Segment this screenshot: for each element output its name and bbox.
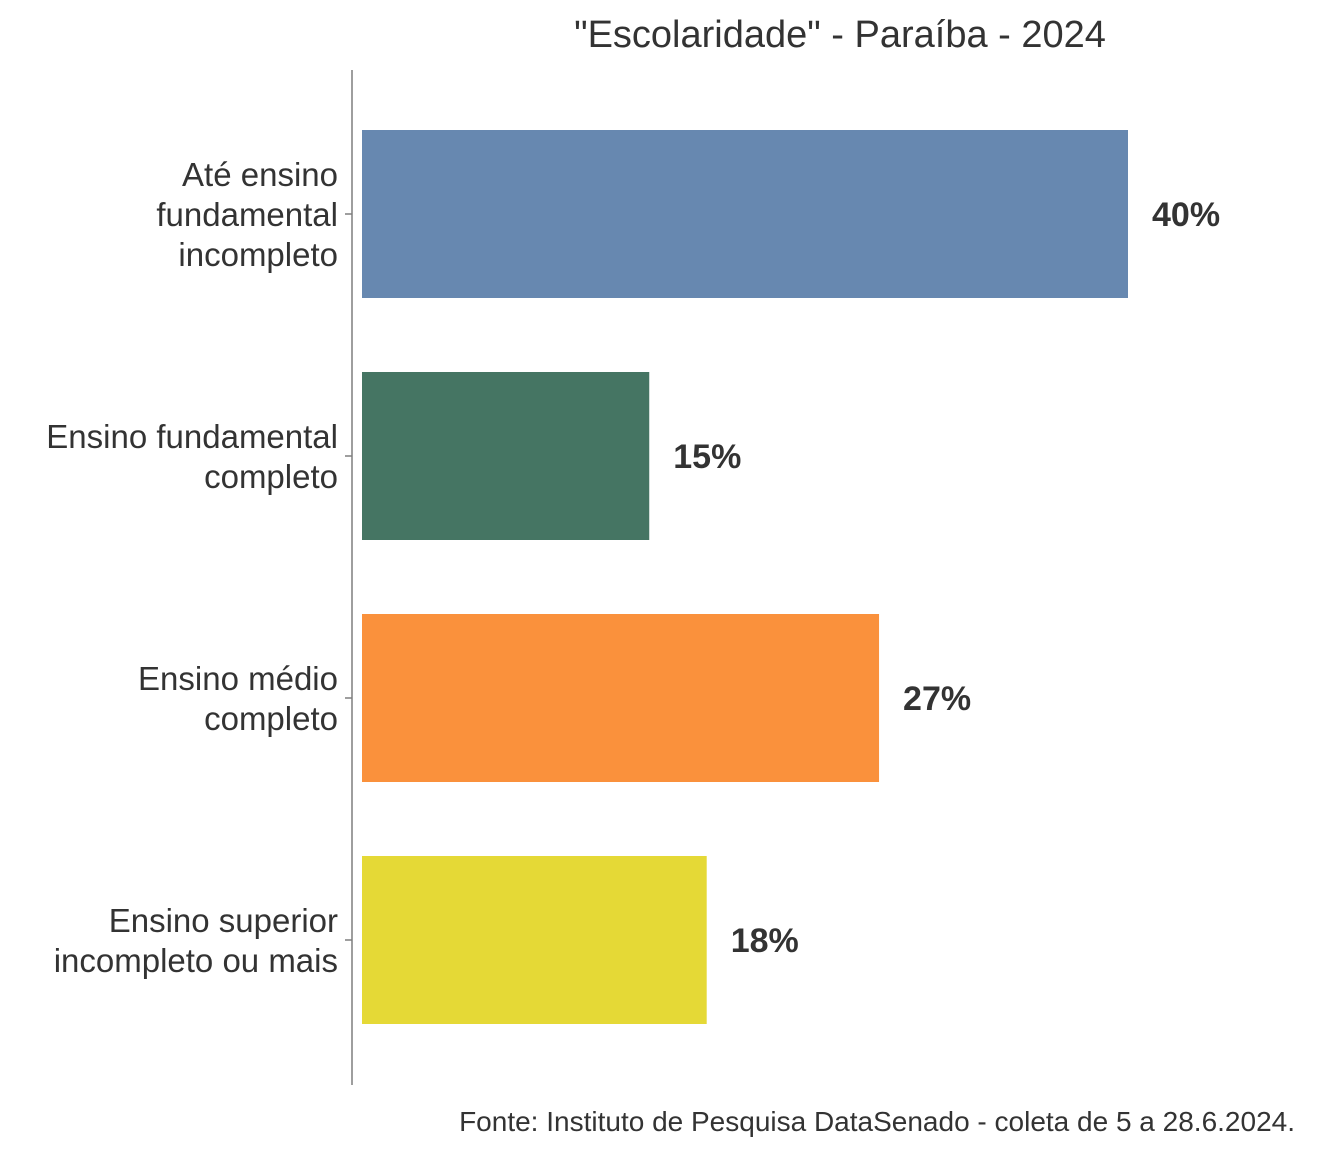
bars-layer: Até ensino fundamental incompleto 40% Ensino… [46, 130, 1220, 1024]
category-label-line: Ensino superior [109, 902, 338, 939]
chart-title: "Escolaridade" - Paraíba - 2024 [574, 14, 1106, 56]
value-label-2: 15% [673, 438, 741, 476]
category-label-4: Ensino superior incompleto ou mais [54, 902, 338, 979]
value-label-3: 27% [903, 680, 971, 718]
category-label-3: Ensino médio completo [138, 660, 338, 737]
category-label-line: Até ensino [182, 156, 338, 193]
bar-3 [362, 614, 880, 782]
category-label-2: Ensino fundamental completo [46, 418, 338, 495]
category-label-line: fundamental [156, 196, 338, 233]
category-label-line: Ensino médio [138, 660, 338, 697]
bar-1 [362, 130, 1128, 298]
category-label-line: completo [204, 700, 338, 737]
chart-caption: Fonte: Instituto de Pesquisa DataSenado … [459, 1106, 1295, 1137]
category-label-line: incompleto [178, 236, 338, 273]
value-label-1: 40% [1152, 196, 1220, 234]
category-label-line: incompleto ou mais [54, 942, 338, 979]
bar-2 [362, 372, 650, 540]
category-label-line: completo [204, 458, 338, 495]
category-label-line: Ensino fundamental [46, 418, 338, 455]
value-label-4: 18% [731, 922, 799, 960]
category-label-1: Até ensino fundamental incompleto [156, 156, 338, 273]
bar-4 [362, 856, 707, 1024]
